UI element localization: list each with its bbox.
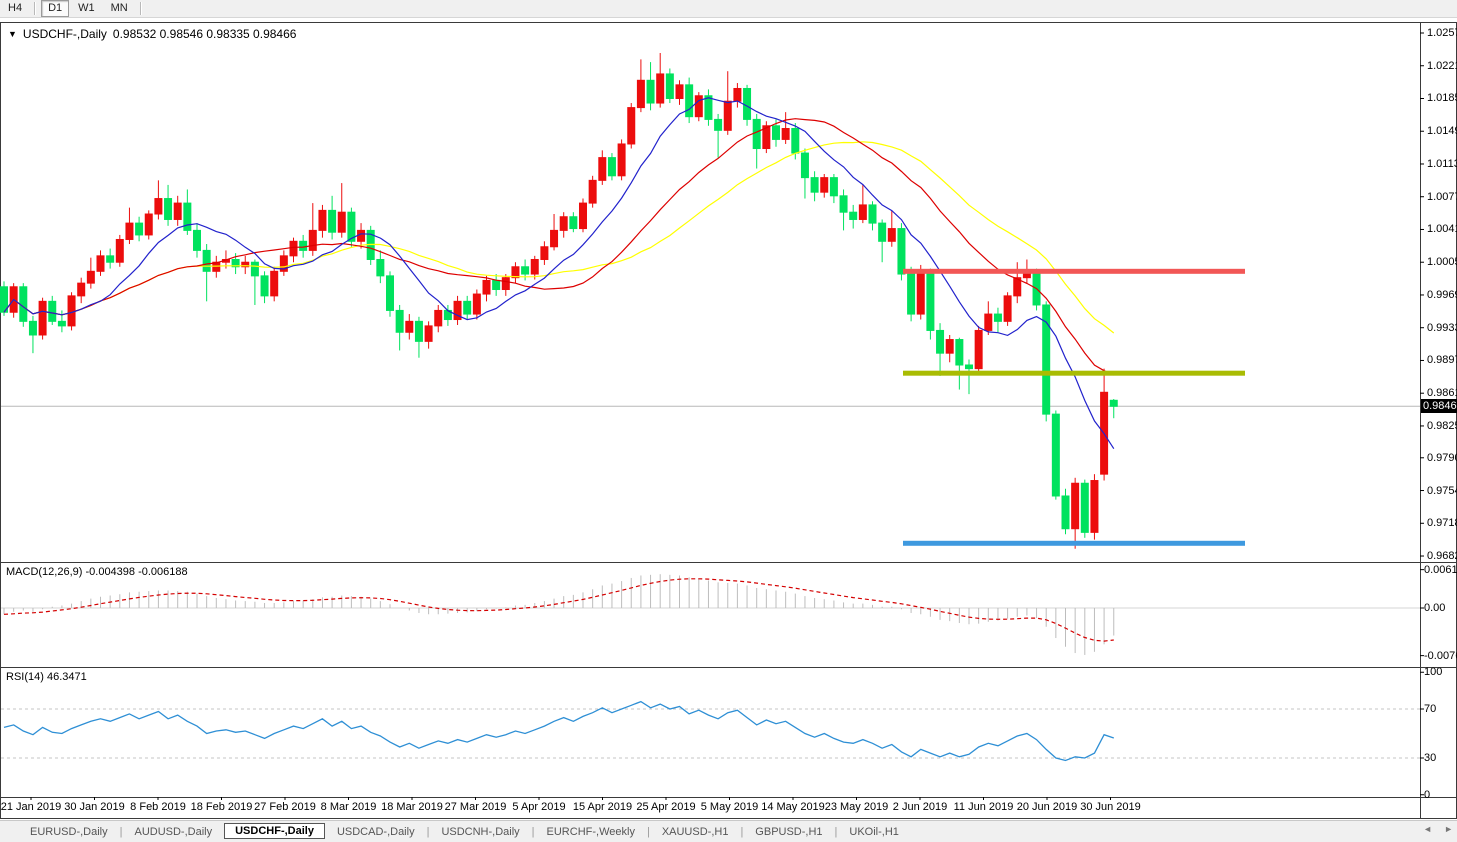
timeframe-buttons: H4 D1 W1 MN <box>0 0 146 17</box>
date-axis-label: 18 Mar 2019 <box>381 801 443 813</box>
timeframe-button-d1[interactable]: D1 <box>41 0 70 17</box>
timeframe-button-h4[interactable]: H4 <box>8 2 23 14</box>
tab-eurchf-weekly[interactable]: EURCHF-,Weekly <box>546 825 635 838</box>
symbol-dropdown-icon[interactable]: ▼ <box>8 29 17 39</box>
date-axis-label: 5 Apr 2019 <box>512 801 566 813</box>
price-axis-label: 0.98970 <box>1427 354 1457 367</box>
price-axis-label: 0.97180 <box>1427 517 1457 530</box>
date-axis-label: 27 Feb 2019 <box>254 801 316 813</box>
price-axis-label: 0.99690 <box>1427 288 1457 301</box>
price-axis-label: 0.96820 <box>1427 550 1457 563</box>
date-axis-label: 11 Jun 2019 <box>953 801 1014 813</box>
macd-values: -0.004398 -0.006188 <box>85 566 188 578</box>
symbol-tabbar: EURUSD-,Daily | AUDUSD-,Daily USDCHF-,Daily… <box>0 820 1457 842</box>
date-axis-label: 21 Jan 2019 <box>0 801 62 813</box>
timeframe-toolbar: H4 D1 W1 MN <box>0 0 1457 18</box>
timeframe-button-mn[interactable]: MN <box>110 2 128 14</box>
timeframe-button-w1[interactable]: W1 <box>78 2 95 14</box>
tab-usdchf-daily[interactable]: USDCHF-,Daily <box>224 822 325 839</box>
date-axis-label: 27 Mar 2019 <box>444 801 507 813</box>
date-axis-label: 20 Jun 2019 <box>1016 801 1078 813</box>
hline-resistance-red <box>903 268 1245 274</box>
rsi-label: RSI(14) 46.3471 <box>6 671 87 683</box>
macd-axis-label: 0.00613 <box>1424 563 1457 576</box>
date-axis-label: 15 Apr 2019 <box>572 801 633 813</box>
rsi-axis-label: 0 <box>1424 788 1431 801</box>
tab-separator: | <box>740 825 744 838</box>
tab-separator: | <box>646 825 650 838</box>
price-axis-label: 1.00770 <box>1427 190 1457 203</box>
price-axis-label: 1.01850 <box>1427 92 1457 105</box>
date-axis-label: 30 Jun 2019 <box>1080 801 1141 813</box>
tab-ukoil-h1[interactable]: UKOil-,H1 <box>849 825 899 838</box>
tab-eurusd-daily[interactable]: EURUSD-,Daily <box>30 825 108 838</box>
macd-axis-label: 0.00 <box>1424 602 1446 614</box>
tab-separator: | <box>531 825 535 838</box>
price-axis-label: 0.97540 <box>1427 484 1457 497</box>
macd-axis-label: -0.00761 <box>1424 649 1457 662</box>
price-axis-label: 1.00050 <box>1427 256 1457 269</box>
price-axis-label: 0.98610 <box>1427 387 1457 400</box>
rsi-name: RSI(14) <box>6 671 44 683</box>
scroll-left-icon[interactable]: ◄ <box>1423 824 1433 834</box>
chart-ohlc-values: 0.98532 0.98546 0.98335 0.98466 <box>112 27 297 41</box>
tab-separator: | <box>834 825 838 838</box>
price-axis-label: 1.02570 <box>1427 27 1457 39</box>
tab-usdcnh-daily[interactable]: USDCNH-,Daily <box>441 825 520 838</box>
price-axis-label: 0.98250 <box>1427 419 1457 432</box>
scroll-right-icon[interactable]: ► <box>1444 824 1453 834</box>
rsi-value: 46.3471 <box>46 671 87 683</box>
chart-symbol-period: USDCHF-,Daily <box>22 27 107 41</box>
toolbar-separator <box>139 2 142 15</box>
hline-support-olive <box>903 370 1245 376</box>
price-axis-label: 1.01490 <box>1427 125 1457 138</box>
price-axis-label: 1.00410 <box>1427 223 1457 236</box>
date-axis-label: 30 Jan 2019 <box>64 801 125 813</box>
price-axis-label: 0.97900 <box>1427 451 1457 464</box>
date-axis-label: 18 Feb 2019 <box>190 801 253 813</box>
tab-gbpusd-h1[interactable]: GBPUSD-,H1 <box>755 825 823 838</box>
current-price-tag: 0.98466 <box>1421 399 1457 413</box>
rsi-axis-label: 30 <box>1424 752 1437 764</box>
symbol-tabs: EURUSD-,Daily | AUDUSD-,Daily USDCHF-,Daily… <box>20 822 909 840</box>
tab-separator: | <box>426 825 430 838</box>
date-axis-label: 2 Jun 2019 <box>892 801 948 813</box>
date-axis-label: 14 May 2019 <box>761 801 825 813</box>
toolbar-separator <box>34 2 37 15</box>
chart-title: ▼ USDCHF-,Daily 0.98532 0.98546 0.98335 … <box>8 27 296 41</box>
tab-audusd-daily[interactable]: AUDUSD-,Daily <box>134 825 213 838</box>
rsi-axis-label: 100 <box>1424 666 1443 679</box>
date-axis-label: 5 May 2019 <box>700 801 759 813</box>
rsi-axis-label: 70 <box>1424 703 1437 715</box>
tab-separator: | <box>119 825 123 838</box>
price-axis-label: 0.99330 <box>1427 321 1457 334</box>
price-axis-label: 1.02210 <box>1427 59 1457 72</box>
tab-usdcad-daily[interactable]: USDCAD-,Daily <box>336 825 415 838</box>
date-axis-label: 23 May 2019 <box>824 801 889 813</box>
tab-scrollbar: ◄ ► <box>1423 824 1453 834</box>
date-axis-label: 25 Apr 2019 <box>636 801 696 813</box>
tab-xauusd-h1[interactable]: XAUUSD-,H1 <box>661 825 729 838</box>
hline-support-blue <box>903 540 1245 546</box>
macd-label: MACD(12,26,9) -0.004398 -0.006188 <box>6 566 188 578</box>
price-axis-label: 1.01130 <box>1427 157 1457 170</box>
date-axis-label: 8 Feb 2019 <box>130 801 186 813</box>
macd-name: MACD(12,26,9) <box>6 566 83 578</box>
date-axis-label: 8 Mar 2019 <box>320 801 377 813</box>
